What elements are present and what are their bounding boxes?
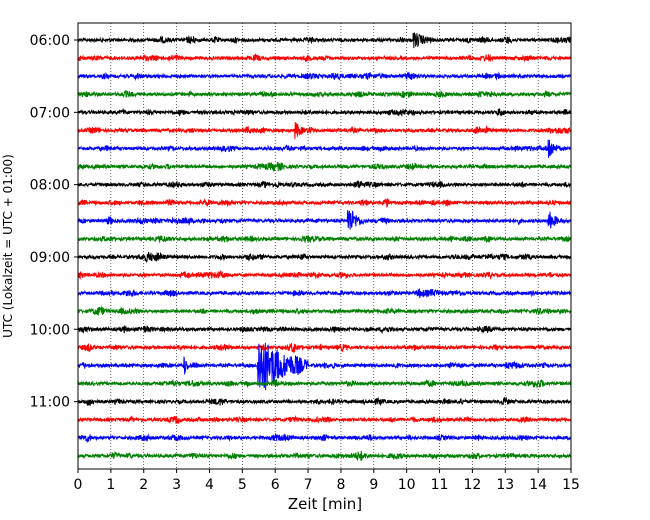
x-tick-label: 14 bbox=[529, 477, 547, 493]
seismic-traces bbox=[77, 32, 572, 462]
x-tick-label: 7 bbox=[304, 477, 313, 493]
x-tick-label: 2 bbox=[139, 477, 148, 493]
trace-line bbox=[77, 71, 572, 82]
grid-lines bbox=[110, 23, 539, 469]
x-tick-label: 6 bbox=[271, 477, 280, 493]
trace-line bbox=[77, 251, 572, 264]
x-tick-label: 9 bbox=[369, 477, 378, 493]
x-axis-label: Zeit [min] bbox=[288, 495, 362, 513]
x-axis: 0 1 2 3 4 5 6 7 8 9 10 11 12 13 14 15 bbox=[74, 469, 580, 493]
trace-line bbox=[77, 396, 572, 407]
x-tick-label: 15 bbox=[562, 477, 580, 493]
trace-line bbox=[77, 305, 572, 316]
y-tick-label: 07:00 bbox=[30, 105, 70, 121]
trace-line bbox=[77, 378, 572, 389]
trace-line bbox=[77, 89, 572, 99]
y-axis: 06:00 07:00 08:00 09:00 10:00 11:00 bbox=[30, 33, 78, 411]
plot-area bbox=[77, 22, 572, 470]
trace-line bbox=[77, 450, 572, 462]
trace-line bbox=[77, 179, 572, 189]
trace-line bbox=[77, 324, 572, 335]
trace-line bbox=[77, 342, 572, 391]
trace-line bbox=[77, 121, 572, 140]
x-tick-label: 3 bbox=[172, 477, 181, 493]
y-axis-label: UTC (Lokalzeit = UTC + 01:00) bbox=[1, 154, 15, 338]
x-tick-label: 11 bbox=[431, 477, 449, 493]
trace-line bbox=[77, 32, 572, 49]
trace-line bbox=[77, 234, 572, 244]
y-tick-label: 10:00 bbox=[30, 322, 70, 338]
x-tick-label: 8 bbox=[336, 477, 345, 493]
y-tick-label: 11:00 bbox=[30, 395, 70, 411]
x-tick-label: 5 bbox=[238, 477, 247, 493]
trace-line bbox=[77, 415, 572, 425]
x-tick-label: 0 bbox=[74, 477, 83, 493]
trace-line bbox=[77, 270, 572, 280]
trace-line bbox=[77, 139, 572, 158]
trace-line bbox=[77, 197, 572, 209]
plot-frame bbox=[77, 22, 572, 470]
y-tick-label: 06:00 bbox=[30, 33, 70, 49]
x-tick-label: 10 bbox=[398, 477, 416, 493]
trace-line bbox=[77, 343, 572, 353]
x-tick-label: 1 bbox=[106, 477, 115, 493]
trace-line bbox=[77, 288, 572, 299]
trace-line bbox=[77, 161, 572, 172]
trace-line bbox=[77, 210, 572, 230]
trace-line bbox=[77, 107, 572, 117]
x-tick-label: 12 bbox=[463, 477, 481, 493]
y-tick-label: 08:00 bbox=[30, 178, 70, 194]
x-tick-label: 13 bbox=[496, 477, 514, 493]
trace-line bbox=[77, 432, 572, 444]
x-tick-label: 4 bbox=[205, 477, 214, 493]
trace-line bbox=[77, 53, 572, 63]
y-tick-label: 09:00 bbox=[30, 250, 70, 266]
